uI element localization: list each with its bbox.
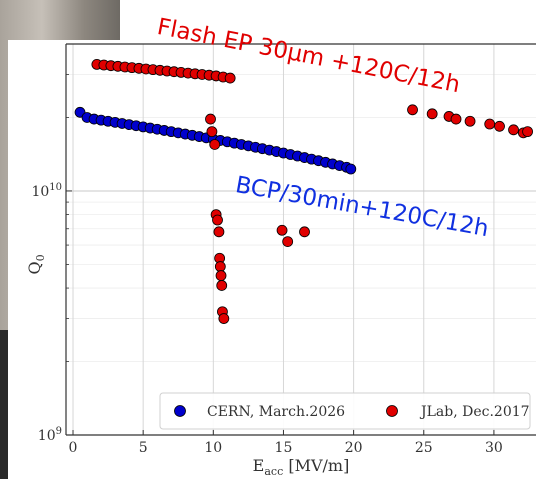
x-tick-label: 0 (69, 440, 78, 456)
x-tick-label: 30 (485, 440, 503, 456)
plot-area (66, 44, 536, 435)
jlab-data-point (206, 126, 218, 138)
jlab-data-point (464, 115, 476, 127)
jlab-data-point (216, 280, 228, 291)
jlab-data-point (214, 261, 226, 272)
jlab-data-point (522, 126, 533, 138)
jlab-data-point (494, 120, 505, 132)
jlab-data-point (224, 72, 236, 84)
jlab-data-point (450, 113, 462, 125)
jlab-data-point (212, 214, 223, 226)
jlab-data-point (426, 108, 438, 120)
jlab-data-point (407, 104, 418, 116)
jlab-data-point (213, 226, 225, 238)
x-tick-label: 20 (345, 440, 363, 456)
x-tick-label: 10 (204, 440, 222, 456)
legend-label-jlab: JLab, Dec.2017 (419, 404, 530, 420)
legend-box (159, 392, 531, 430)
legend-marker-jlab (386, 405, 398, 417)
legend-label-cern: CERN, March.2026 (207, 404, 345, 420)
legend-marker-cern (174, 405, 186, 417)
legend: CERN, March.2026 JLab, Dec.2017 (159, 392, 531, 430)
x-tick-label: 25 (415, 440, 433, 456)
y-axis-label: Q0 (25, 254, 47, 274)
jlab-data-point (299, 226, 310, 238)
jlab-data-point (484, 118, 496, 130)
x-tick-label: 15 (275, 440, 293, 456)
jlab-data-point (282, 236, 294, 248)
x-tick-label: 5 (139, 440, 148, 456)
jlab-data-point (218, 313, 230, 324)
grid-lines (66, 43, 536, 436)
data-points (74, 58, 533, 324)
jlab-data-point (508, 124, 519, 136)
y-tick-label: 1010 (31, 182, 62, 200)
y-tick-label: 109 (38, 426, 62, 444)
jlab-data-point (209, 139, 221, 150)
cern-data-point (345, 163, 357, 175)
jlab-data-point (215, 270, 227, 281)
jlab-data-point (276, 224, 288, 236)
jlab-data-point (205, 113, 216, 125)
x-axis-label: Eacc [MV/m] (253, 456, 350, 478)
